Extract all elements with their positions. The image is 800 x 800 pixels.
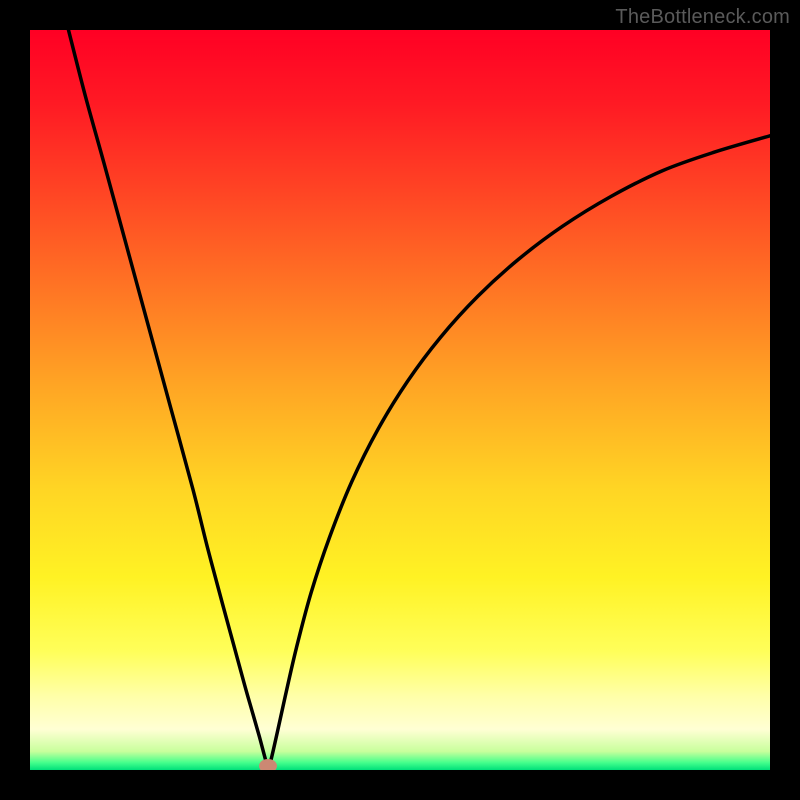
min-marker [259, 759, 277, 770]
plot-area [30, 30, 770, 770]
bottleneck-curve [30, 30, 770, 770]
curve-path [68, 30, 770, 768]
watermark-text: TheBottleneck.com [615, 6, 790, 29]
